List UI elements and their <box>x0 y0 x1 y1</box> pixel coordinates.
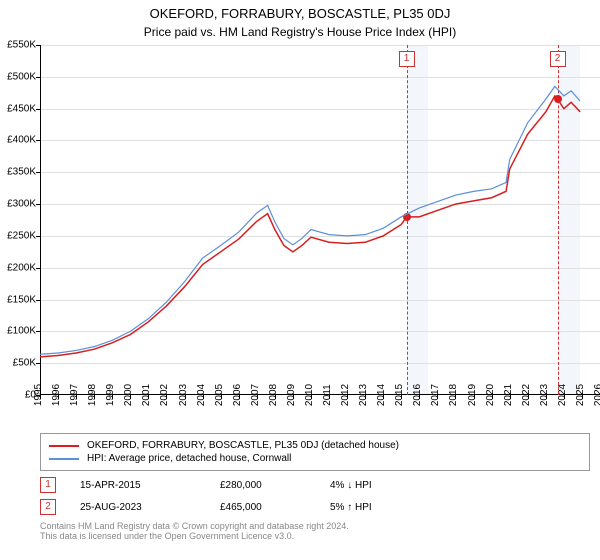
y-axis-label: £500K <box>7 71 40 82</box>
y-axis-label: £100K <box>7 326 40 337</box>
transaction-price: £280,000 <box>220 480 330 491</box>
footer-line: This data is licensed under the Open Gov… <box>40 531 590 541</box>
y-axis-label: £250K <box>7 230 40 241</box>
transaction-price: £465,000 <box>220 502 330 513</box>
chart-container: OKEFORD, FORRABURY, BOSCASTLE, PL35 0DJ … <box>0 0 600 560</box>
y-axis-label: £450K <box>7 103 40 114</box>
transaction-index-box: 1 <box>40 477 56 493</box>
transaction-date: 25-AUG-2023 <box>80 502 220 513</box>
y-axis-label: £200K <box>7 262 40 273</box>
transaction-table: 1 15-APR-2015£280,0004% ↓ HPI 2 25-AUG-2023… <box>40 477 590 515</box>
legend-item: OKEFORD, FORRABURY, BOSCASTLE, PL35 0DJ … <box>49 440 581 451</box>
y-axis-label: £50K <box>13 358 40 369</box>
plot-area: £0£50K£100K£150K£200K£250K£300K£350K£400… <box>40 45 600 395</box>
legend: OKEFORD, FORRABURY, BOSCASTLE, PL35 0DJ … <box>40 433 590 471</box>
transaction-delta: 5% ↑ HPI <box>330 502 440 513</box>
legend-swatch <box>49 445 79 447</box>
footer-line: Contains HM Land Registry data © Crown c… <box>40 521 590 531</box>
y-axis-label: £350K <box>7 167 40 178</box>
y-axis-label: £150K <box>7 294 40 305</box>
y-axis-label: £400K <box>7 135 40 146</box>
y-axis-label: £550K <box>7 40 40 51</box>
line-layer <box>40 45 600 395</box>
transaction-row: 2 25-AUG-2023£465,0005% ↑ HPI <box>40 499 590 515</box>
transaction-row: 1 15-APR-2015£280,0004% ↓ HPI <box>40 477 590 493</box>
chart-subtitle: Price paid vs. HM Land Registry's House … <box>0 21 600 45</box>
footer-attribution: Contains HM Land Registry data © Crown c… <box>40 521 590 541</box>
y-axis-label: £300K <box>7 199 40 210</box>
legend-item: HPI: Average price, detached house, Corn… <box>49 453 581 464</box>
series-line <box>40 86 580 354</box>
legend-swatch <box>49 458 79 460</box>
transaction-index-box: 2 <box>40 499 56 515</box>
legend-label: OKEFORD, FORRABURY, BOSCASTLE, PL35 0DJ … <box>87 440 399 451</box>
series-line <box>40 96 580 357</box>
chart-title: OKEFORD, FORRABURY, BOSCASTLE, PL35 0DJ <box>0 0 600 21</box>
transaction-date: 15-APR-2015 <box>80 480 220 491</box>
legend-label: HPI: Average price, detached house, Corn… <box>87 453 291 464</box>
transaction-delta: 4% ↓ HPI <box>330 480 440 491</box>
